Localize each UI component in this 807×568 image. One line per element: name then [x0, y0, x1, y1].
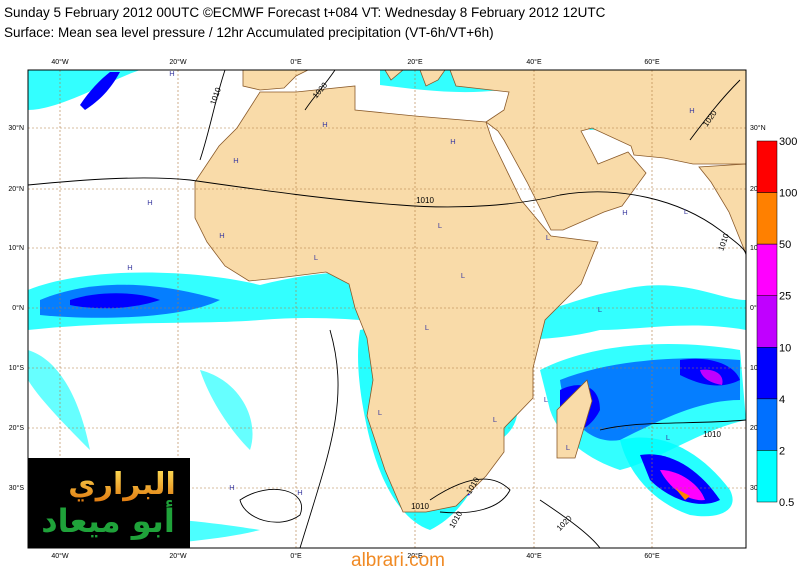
high-marker: H — [322, 120, 327, 129]
low-marker: L — [425, 323, 429, 332]
low-marker: L — [378, 408, 382, 417]
watermark-site: albrari.com — [351, 550, 445, 568]
high-marker: H — [450, 137, 455, 146]
colorbar-band — [756, 243, 778, 296]
colorbar-band — [756, 398, 778, 451]
low-marker: L — [461, 271, 465, 280]
low-marker: L — [314, 253, 318, 262]
colorbar-band — [756, 347, 778, 400]
high-marker: H — [689, 106, 694, 115]
low-marker: L — [438, 221, 442, 230]
high-marker: H — [127, 263, 132, 272]
latitude-label: 0°N — [750, 304, 762, 312]
longitude-label: 20°E — [407, 552, 423, 560]
latitude-label: 20°S — [9, 424, 25, 432]
colorbar-label: 2 — [779, 445, 785, 457]
land — [194, 70, 746, 513]
colorbar-label: 50 — [779, 239, 791, 251]
latitude-label: 10°N — [8, 244, 24, 252]
colorbar-label: 300 — [779, 136, 797, 148]
high-marker: H — [147, 198, 152, 207]
title: Sunday 5 February 2012 00UTC ©ECMWF Fore… — [4, 5, 606, 20]
map-frame — [27, 69, 747, 549]
longitude-label: 20°E — [407, 58, 423, 66]
latitude-label: 10°S — [9, 364, 25, 372]
longitude-label: 0°E — [290, 552, 302, 560]
isobar-label: 1010 — [411, 502, 429, 511]
colorbar-band — [756, 450, 778, 503]
colorbar-label: 4 — [779, 394, 785, 406]
watermark-box — [28, 458, 190, 548]
watermark-line2: أبو ميعاد — [41, 500, 175, 540]
high-marker: H — [297, 488, 302, 497]
low-marker: L — [493, 415, 497, 424]
latitude-label: 30°N — [8, 124, 24, 132]
longitude-label: 60°E — [644, 552, 660, 560]
subtitle: Surface: Mean sea level pressure / 12hr … — [4, 25, 494, 40]
isobars — [28, 70, 746, 548]
high-marker: H — [169, 69, 174, 78]
colorbar-label: 25 — [779, 291, 791, 303]
isobar-label: 1010 — [703, 430, 721, 439]
high-marker: H — [219, 231, 224, 240]
longitude-label: 40°W — [51, 58, 69, 66]
map — [28, 70, 746, 548]
colorbar-band — [756, 140, 778, 193]
low-marker: L — [566, 443, 570, 452]
colorbar-label: 100 — [779, 188, 797, 200]
colorbar-band — [756, 295, 778, 348]
longitude-label: 60°E — [644, 58, 660, 66]
longitude-label: 40°E — [526, 552, 542, 560]
high-marker: H — [622, 208, 627, 217]
longitude-label: 40°W — [51, 552, 69, 560]
longitude-label: 20°W — [169, 552, 187, 560]
longitude-label: 20°W — [169, 58, 187, 66]
latitude-label: 0°N — [12, 304, 24, 312]
low-marker: L — [598, 305, 602, 314]
colorbar-label: 0.5 — [779, 497, 794, 509]
high-marker: H — [229, 483, 234, 492]
watermark-line1: البراري — [68, 467, 176, 502]
longitude-label: 40°E — [526, 58, 542, 66]
colorbar-band — [756, 192, 778, 245]
low-marker: L — [666, 433, 670, 442]
high-marker: H — [233, 156, 238, 165]
longitude-label: 0°E — [290, 58, 302, 66]
low-marker: L — [546, 233, 550, 242]
isobar-label: 1010 — [416, 196, 434, 205]
watermark: البراري أبو ميعاد albrari.com — [28, 458, 445, 568]
latitude-label: 20°N — [8, 185, 24, 193]
colorbar-label: 10 — [779, 342, 791, 354]
colorbar: 300 100 50 25 10 4 2 0.5 — [756, 136, 797, 509]
latitude-label: 30°S — [9, 484, 25, 492]
low-marker: L — [684, 207, 688, 216]
low-marker: L — [544, 395, 548, 404]
latitude-label: 30°N — [750, 124, 766, 132]
